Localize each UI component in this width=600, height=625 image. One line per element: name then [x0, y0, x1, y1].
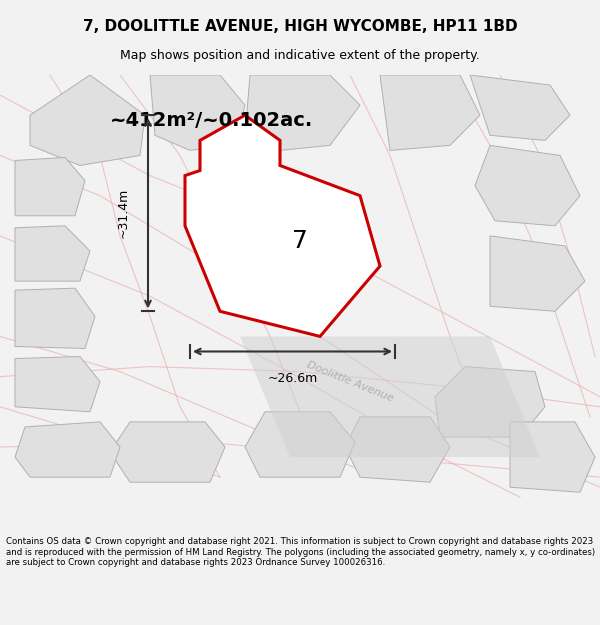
Text: Map shows position and indicative extent of the property.: Map shows position and indicative extent… [120, 49, 480, 62]
Polygon shape [470, 75, 570, 141]
Polygon shape [490, 236, 585, 311]
Polygon shape [110, 422, 225, 482]
Polygon shape [150, 75, 245, 151]
Polygon shape [15, 226, 90, 281]
Text: Contains OS data © Crown copyright and database right 2021. This information is : Contains OS data © Crown copyright and d… [6, 538, 595, 568]
Polygon shape [30, 75, 145, 166]
Polygon shape [475, 146, 580, 226]
Polygon shape [15, 422, 120, 477]
Text: ~26.6m: ~26.6m [268, 372, 317, 384]
Polygon shape [435, 367, 545, 437]
Polygon shape [15, 158, 85, 216]
Text: 7, DOOLITTLE AVENUE, HIGH WYCOMBE, HP11 1BD: 7, DOOLITTLE AVENUE, HIGH WYCOMBE, HP11 … [83, 19, 517, 34]
Text: ~412m²/~0.102ac.: ~412m²/~0.102ac. [110, 111, 313, 130]
Polygon shape [185, 115, 380, 336]
Polygon shape [240, 336, 540, 457]
Polygon shape [245, 75, 360, 151]
Text: 7: 7 [292, 229, 308, 253]
Polygon shape [15, 288, 95, 349]
Polygon shape [245, 412, 355, 477]
Polygon shape [380, 75, 480, 151]
Text: Doolittle Avenue: Doolittle Avenue [305, 359, 395, 404]
Polygon shape [15, 356, 100, 412]
Polygon shape [345, 417, 450, 482]
Polygon shape [510, 422, 595, 492]
Text: ~31.4m: ~31.4m [117, 188, 130, 238]
